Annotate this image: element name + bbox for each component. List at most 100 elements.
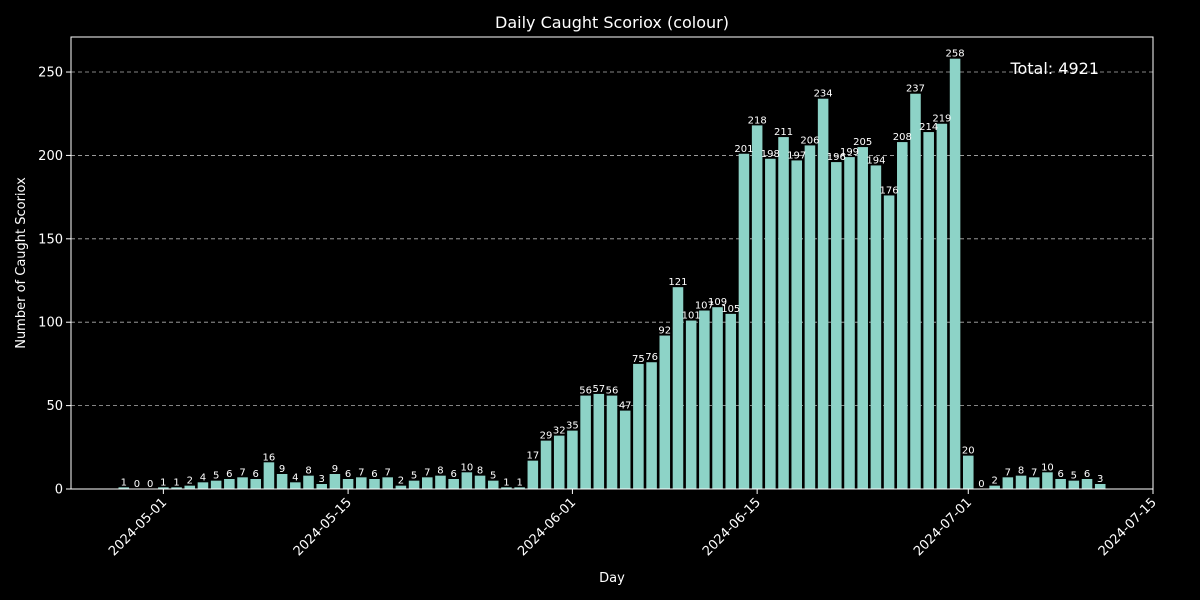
bar bbox=[1055, 478, 1066, 489]
bar-value-label: 234 bbox=[814, 89, 833, 100]
bar-value-label: 32 bbox=[553, 426, 566, 437]
bar-value-label: 9 bbox=[332, 464, 338, 475]
bar bbox=[342, 478, 354, 489]
chart-title: Daily Caught Scoriox (colour) bbox=[495, 13, 729, 32]
bar bbox=[448, 478, 459, 489]
bar bbox=[791, 160, 803, 489]
bar-value-label: 121 bbox=[668, 277, 687, 288]
bar bbox=[897, 142, 908, 489]
bar-value-label: 8 bbox=[477, 466, 483, 477]
bar bbox=[501, 487, 512, 489]
y-tick-label: 0 bbox=[55, 483, 63, 498]
bar bbox=[659, 335, 671, 489]
bar bbox=[936, 123, 948, 490]
bar-value-label: 1 bbox=[516, 477, 522, 488]
bar-value-label: 211 bbox=[774, 127, 793, 138]
bar-value-label: 75 bbox=[632, 354, 645, 365]
bar-value-label: 101 bbox=[682, 311, 701, 322]
bar bbox=[685, 320, 697, 489]
bar-value-label: 107 bbox=[695, 301, 714, 312]
bar bbox=[857, 147, 868, 489]
bar bbox=[395, 485, 407, 489]
bar-value-label: 176 bbox=[880, 185, 899, 196]
x-tick-label: 2024-05-15 bbox=[291, 495, 355, 559]
bar bbox=[1094, 483, 1106, 489]
bar bbox=[1081, 478, 1093, 489]
bar bbox=[303, 475, 314, 489]
bar-value-label: 0 bbox=[978, 479, 984, 490]
bar bbox=[540, 440, 552, 489]
bar bbox=[1042, 472, 1053, 489]
bar bbox=[382, 477, 393, 489]
bar-value-label: 10 bbox=[1041, 462, 1054, 473]
bar-value-label: 3 bbox=[319, 474, 325, 485]
bar bbox=[619, 410, 631, 489]
bar bbox=[633, 363, 644, 489]
x-tick-label: 2024-07-15 bbox=[1096, 495, 1160, 559]
bar-value-label: 237 bbox=[906, 84, 925, 95]
bar-value-label: 9 bbox=[279, 464, 285, 475]
bar-value-label: 7 bbox=[1031, 467, 1037, 478]
y-tick-label: 100 bbox=[38, 316, 63, 331]
x-tick-label: 2024-06-15 bbox=[700, 495, 764, 559]
x-tick-label: 2024-05-01 bbox=[106, 495, 170, 559]
bar-value-label: 7 bbox=[358, 467, 364, 478]
bar bbox=[237, 477, 248, 489]
bar-value-label: 16 bbox=[263, 452, 276, 463]
bar bbox=[369, 478, 380, 489]
bar bbox=[778, 137, 789, 490]
bar-value-label: 3 bbox=[1097, 474, 1103, 485]
bar bbox=[949, 58, 961, 490]
bar-value-label: 8 bbox=[1018, 466, 1024, 477]
y-axis: 0 50 100 150 200 250 bbox=[38, 66, 71, 498]
bar bbox=[118, 487, 130, 489]
bar bbox=[184, 485, 196, 489]
bar-value-label: 194 bbox=[866, 155, 885, 166]
bar-value-label: 2 bbox=[187, 476, 193, 487]
bar bbox=[910, 93, 921, 489]
bar-value-label: 1 bbox=[121, 477, 127, 488]
bar bbox=[263, 462, 275, 489]
bar bbox=[751, 125, 763, 489]
x-axis: 2024-05-01 2024-05-15 2024-06-01 2024-06-15… bbox=[106, 489, 1160, 559]
bar bbox=[844, 157, 855, 489]
bars bbox=[118, 58, 1106, 490]
bar-value-label: 199 bbox=[840, 147, 859, 158]
bar-value-label: 218 bbox=[748, 115, 767, 126]
bar bbox=[316, 483, 327, 489]
bar bbox=[672, 287, 684, 489]
bar bbox=[276, 473, 288, 489]
bar-value-label: 5 bbox=[1071, 471, 1077, 482]
bar-value-label: 219 bbox=[932, 114, 951, 125]
y-tick-label: 250 bbox=[38, 66, 63, 81]
x-tick-label: 2024-07-01 bbox=[911, 495, 975, 559]
bar-value-label: 2 bbox=[398, 476, 404, 487]
bar bbox=[883, 195, 895, 489]
bar bbox=[923, 132, 934, 489]
bar-value-label: 1 bbox=[173, 477, 179, 488]
bar-value-label: 7 bbox=[239, 467, 245, 478]
bar bbox=[606, 395, 618, 489]
bar-value-label: 6 bbox=[450, 469, 456, 480]
bar bbox=[474, 475, 486, 489]
bar bbox=[329, 473, 341, 489]
y-tick-label: 50 bbox=[46, 399, 63, 414]
bar-value-label: 1 bbox=[160, 477, 166, 488]
bar-value-label: 57 bbox=[592, 384, 605, 395]
bar bbox=[699, 310, 710, 489]
bar-value-label: 6 bbox=[1084, 469, 1090, 480]
x-tick-label: 2024-06-01 bbox=[515, 495, 579, 559]
bar-value-label: 6 bbox=[1057, 469, 1063, 480]
y-tick-label: 150 bbox=[38, 232, 63, 247]
bar bbox=[290, 482, 301, 489]
bar bbox=[461, 472, 473, 489]
bar bbox=[408, 480, 420, 489]
bar-value-label: 20 bbox=[962, 446, 975, 457]
bar-value-label: 10 bbox=[460, 462, 473, 473]
bar-value-label: 56 bbox=[579, 386, 592, 397]
bar bbox=[1015, 475, 1027, 489]
bar bbox=[580, 395, 591, 489]
bar bbox=[514, 487, 525, 489]
bar bbox=[831, 162, 842, 489]
bar bbox=[593, 393, 605, 489]
